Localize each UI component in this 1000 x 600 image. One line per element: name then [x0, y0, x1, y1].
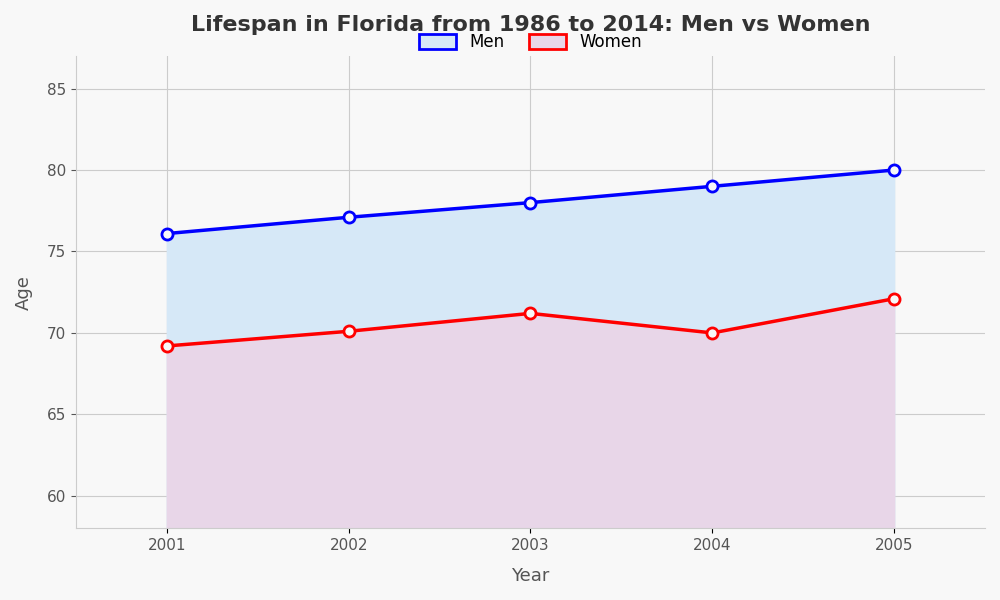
Title: Lifespan in Florida from 1986 to 2014: Men vs Women: Lifespan in Florida from 1986 to 2014: M… — [191, 15, 870, 35]
X-axis label: Year: Year — [511, 567, 550, 585]
Legend: Men, Women: Men, Women — [412, 26, 649, 58]
Y-axis label: Age: Age — [15, 275, 33, 310]
